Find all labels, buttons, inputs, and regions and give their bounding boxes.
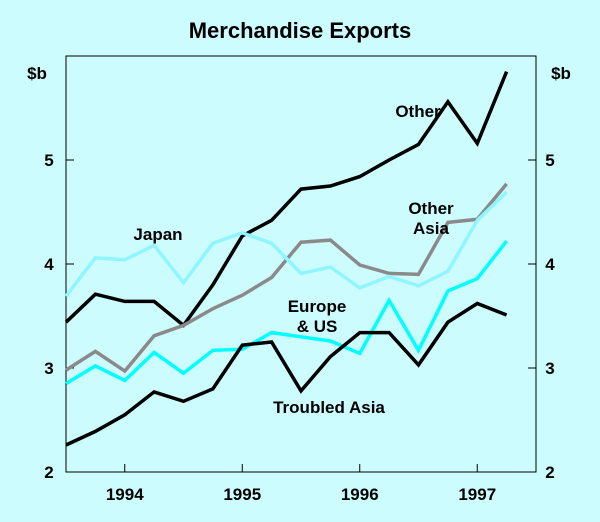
x-tick-label: 1995 <box>223 485 261 504</box>
y-tick-label-left: 2 <box>44 463 53 482</box>
left-axis-unit: $b <box>27 64 47 83</box>
y-tick-label-left: 3 <box>44 359 53 378</box>
right-axis-unit: $b <box>551 64 571 83</box>
y-tick-label-right: 2 <box>545 463 554 482</box>
series-lines <box>64 70 509 447</box>
chart-title: Merchandise Exports <box>189 18 412 43</box>
series-label-europe-us: Europe <box>288 297 347 316</box>
series-label-other: Other <box>395 102 441 121</box>
y-tick-label-right: 5 <box>545 151 554 170</box>
series-line-other <box>64 70 509 328</box>
series-label-other-asia: Asia <box>413 219 449 238</box>
axis-ticks: 2 2 3 3 4 4 5 5 1994 1995 1996 1997 <box>44 151 555 504</box>
series-line-europe-us <box>65 240 508 386</box>
series-line-troubled-asia <box>65 301 508 447</box>
x-tick-label: 1997 <box>458 485 496 504</box>
y-tick-label-right: 3 <box>545 359 554 378</box>
series-label-other-asia: Other <box>408 199 454 218</box>
x-tick-label: 1996 <box>341 485 379 504</box>
x-tick-label: 1994 <box>106 485 144 504</box>
y-tick-label-left: 5 <box>44 151 53 170</box>
series-label-japan: Japan <box>133 225 182 244</box>
series-label-europe-us: & US <box>297 317 338 336</box>
series-line-japan <box>64 190 508 298</box>
series-label-troubled-asia: Troubled Asia <box>273 398 385 417</box>
y-tick-label-right: 4 <box>545 255 555 274</box>
y-tick-label-left: 4 <box>44 255 54 274</box>
